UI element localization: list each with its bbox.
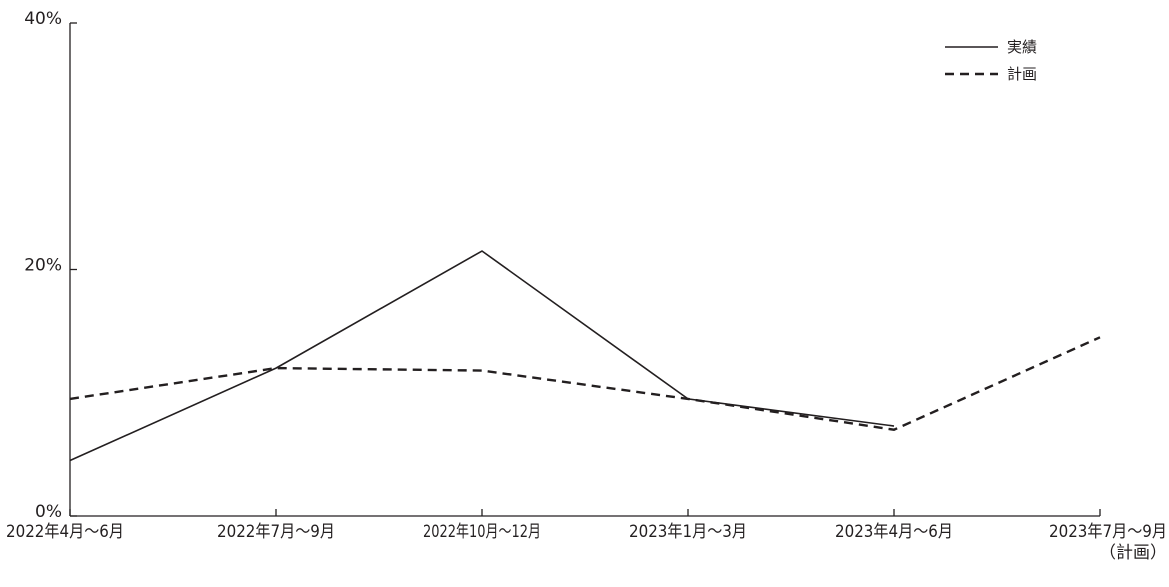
series-lines	[69, 250, 1101, 462]
x-tick-label: 2022年10月～12月	[423, 522, 541, 542]
x-tick-label: 2023年7月～9月	[1049, 522, 1167, 542]
x-tick-label: 2022年7月～9月	[217, 522, 335, 542]
x-tick-label: 2023年1月～3月	[629, 522, 747, 542]
series-line-plan	[69, 336, 1101, 431]
y-tick-label: 40%	[24, 9, 62, 29]
legend-label: 計画	[1007, 65, 1037, 83]
y-tick-label: 0%	[35, 502, 62, 522]
legend-label: 実績	[1007, 38, 1037, 56]
tick-labels: 0% 20% 40% 2022年4月～6月 2022年7月～9月 2022年10月～12月…	[6, 9, 1167, 563]
series-line-actual	[69, 250, 895, 462]
y-tick-label: 20%	[24, 256, 62, 276]
axes	[69, 22, 1101, 517]
x-tick-label: 2022年4月～6月	[6, 522, 124, 542]
x-tick-sublabel: （計画）	[1099, 543, 1167, 563]
x-tick-label: 2023年4月～6月	[835, 522, 953, 542]
